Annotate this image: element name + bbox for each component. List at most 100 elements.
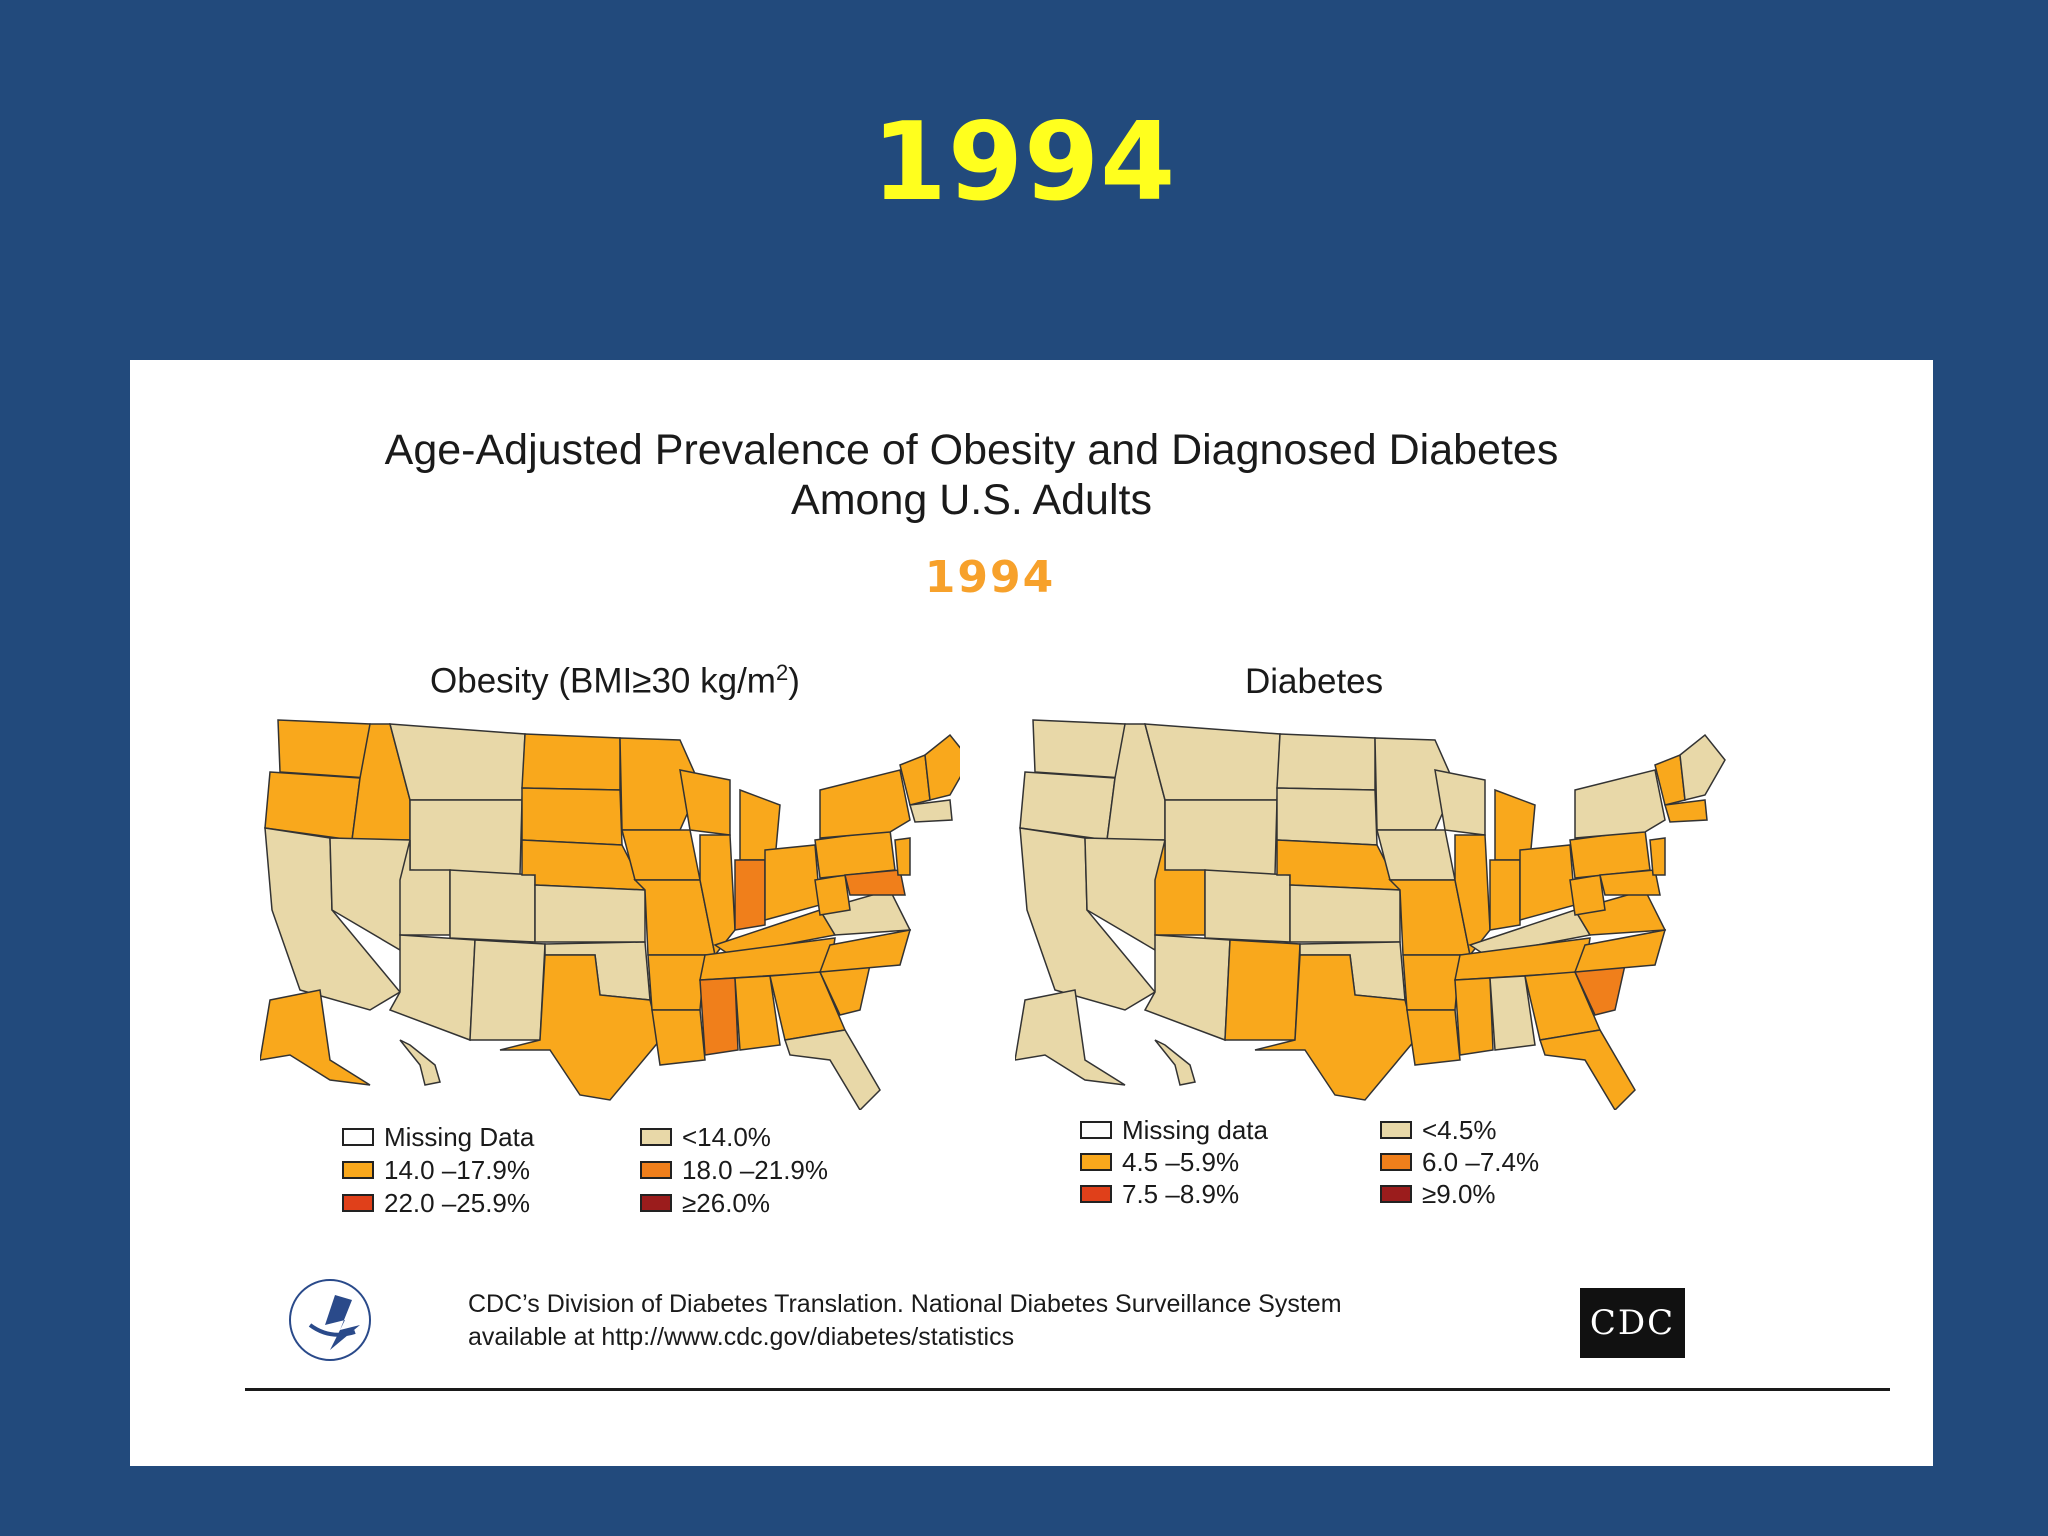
state-la [651,1009,706,1066]
state-wv [814,874,851,916]
obesity-legend-item: 22.0 –25.9% [342,1188,530,1218]
legend-label: <4.5% [1422,1114,1497,1145]
state-tx [1254,954,1416,1101]
legend-swatch [342,1161,374,1179]
diabetes-map-title: Diabetes [1245,662,1384,701]
state-new-england-2 [909,799,953,823]
state-oh [1519,844,1576,921]
state-co [449,869,536,943]
state-in [734,859,766,931]
obesity-map [260,719,960,1110]
legend-label: <14.0% [682,1121,771,1152]
state-nd [1276,733,1376,791]
state-al [734,975,781,1051]
state-hi [399,1039,441,1086]
legend-swatch [342,1128,374,1146]
state-al [1489,975,1536,1051]
state-nm [469,939,546,1041]
state-me [1679,733,1726,801]
state-oh [764,844,821,921]
state-mt [389,723,526,801]
state-hi [1154,1039,1196,1086]
diabetes-map [1015,719,1726,1110]
legend-label: ≥9.0% [1422,1178,1496,1209]
legend-label: 4.5 –5.9% [1122,1146,1240,1177]
legend-label: Missing Data [384,1121,535,1152]
legend-swatch [1380,1121,1412,1139]
state-md [1599,869,1661,896]
state-nc [818,929,912,973]
obesity-legend-item: ≥26.0% [640,1188,770,1218]
legend-swatch [640,1161,672,1179]
figure-year: 1994 [924,552,1056,603]
cdc-logo: CDC [1580,1288,1685,1358]
state-tx [499,954,661,1101]
state-sd [1276,787,1378,846]
state-ar [647,954,706,1011]
legend-swatch [640,1194,672,1212]
state-ak [1015,989,1126,1086]
legend-swatch [1080,1153,1112,1171]
obesity-legend-item: 14.0 –17.9% [342,1155,530,1185]
state-ak [260,989,371,1086]
legend-label: 7.5 –8.9% [1122,1178,1240,1209]
obesity-title-sup: 2 [775,660,789,685]
state-wi [679,769,731,836]
legend-swatch [1380,1185,1412,1203]
state-nj [894,837,911,876]
state-ny [819,769,911,839]
state-nm [1224,939,1301,1041]
diabetes-legend-item: ≥9.0% [1380,1179,1496,1209]
state-nc [1573,929,1667,973]
state-ar [1402,954,1461,1011]
footer-rule [245,1388,1890,1391]
legend-label: 6.0 –7.4% [1422,1146,1540,1177]
state-wi [1434,769,1486,836]
legend-swatch [640,1128,672,1146]
obesity-legend-item: 18.0 –21.9% [640,1155,828,1185]
legend-label: ≥26.0% [682,1187,770,1218]
obesity-title-close: ) [788,661,800,701]
obesity-legend-item: Missing Data [342,1122,534,1152]
state-fl [784,1029,881,1110]
legend-label: Missing data [1122,1114,1268,1145]
diabetes-legend-item: 7.5 –8.9% [1080,1179,1239,1209]
footer-line1: CDC’s Division of Diabetes Translation. … [468,1290,1342,1318]
state-ms [1454,977,1494,1056]
obesity-map-title: Obesity (BMI≥30 kg/m2) [430,660,800,702]
state-ia [1376,829,1456,881]
slide-title: 1994 [871,100,1177,225]
state-wa [277,719,371,779]
state-va [818,889,912,936]
state-ny [1574,769,1666,839]
state-wy [1164,799,1278,876]
state-new-england-2 [1664,799,1708,823]
state-in [1489,859,1521,931]
hhs-seal-icon [289,1279,371,1361]
state-la [1406,1009,1461,1066]
state-ms [699,977,739,1056]
legend-label: 22.0 –25.9% [384,1187,531,1218]
obesity-legend-item: <14.0% [640,1122,771,1152]
footer-citation: CDC’s Division of Diabetes Translation. … [468,1288,1342,1354]
obesity-title-text: Obesity (BMI≥30 kg/m [430,661,776,701]
figure-panel: Age-Adjusted Prevalence of Obesity and D… [130,360,1933,1466]
diabetes-legend-item: 4.5 –5.9% [1080,1147,1239,1177]
state-nj [1649,837,1666,876]
state-wv [1569,874,1606,916]
diabetes-legend-item: <4.5% [1380,1115,1496,1145]
legend-swatch [1080,1121,1112,1139]
diabetes-legend-item: 6.0 –7.4% [1380,1147,1539,1177]
state-wy [409,799,523,876]
diabetes-legend-item: Missing data [1080,1115,1268,1145]
state-ks [1289,884,1401,943]
legend-swatch [342,1194,374,1212]
state-wa [1032,719,1126,779]
state-az [388,934,476,1042]
state-co [1204,869,1291,943]
state-az [1143,934,1231,1042]
state-ks [534,884,646,943]
state-nd [521,733,621,791]
legend-label: 18.0 –21.9% [682,1154,829,1185]
state-me [924,733,960,801]
